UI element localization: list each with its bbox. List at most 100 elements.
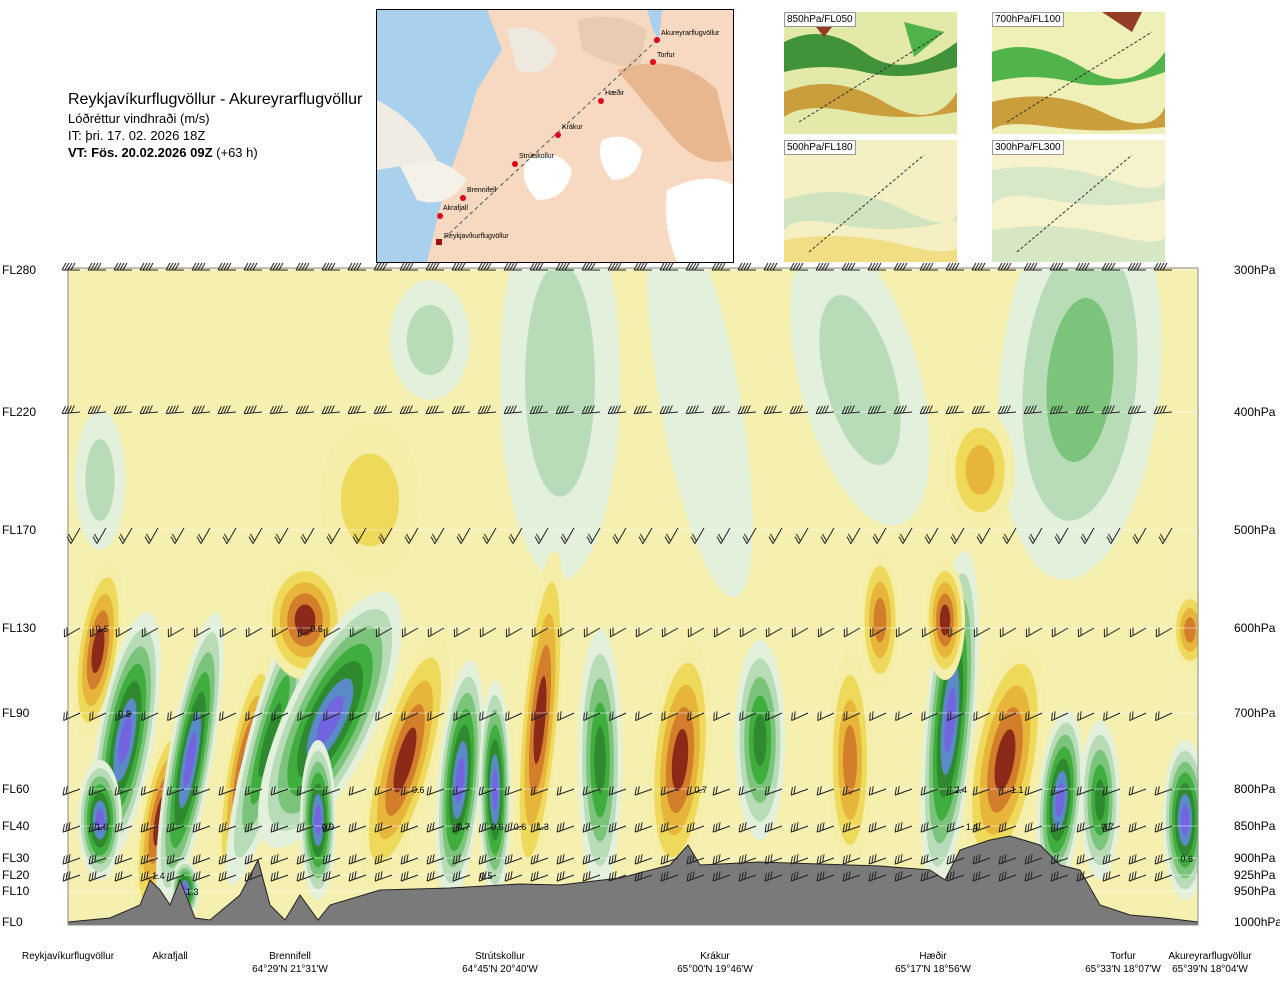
wind-barb	[295, 405, 315, 415]
wind-barb	[322, 822, 341, 833]
wind-barb	[764, 854, 783, 865]
thumbnail-300hpa[interactable]: 300hPa/FL300	[992, 140, 1165, 262]
thumbnail-graphic	[992, 140, 1165, 262]
wind-barb	[634, 854, 653, 865]
route-map-graphic: Akureyrarflugvöllur Torfur Hæðir Krákur …	[377, 10, 733, 262]
wind-barb	[87, 405, 107, 415]
wind-barb	[790, 871, 809, 882]
wind-barb	[869, 627, 887, 638]
map-place: Akureyrarflugvöllur	[661, 30, 720, 37]
fl-tick-label: FL0	[2, 915, 23, 929]
wind-barb	[140, 822, 159, 833]
title-block: Reykjavíkurflugvöllur - Akureyrarflugvöl…	[68, 90, 378, 161]
wind-barb	[997, 262, 1016, 271]
wind-barb	[920, 822, 939, 833]
wind-barb	[349, 627, 367, 638]
wind-barb	[815, 262, 834, 271]
thumbnail-graphic	[784, 12, 957, 134]
wind-barb	[87, 262, 106, 271]
wind-barb	[321, 262, 340, 271]
wind-barb	[531, 627, 549, 638]
wind-barb	[919, 405, 939, 415]
wind-barb	[895, 627, 913, 638]
wind-barb	[1076, 822, 1095, 833]
wind-barb	[297, 627, 315, 638]
wind-barb	[296, 871, 315, 882]
wind-barb	[139, 262, 158, 271]
wind-barb	[374, 822, 393, 833]
wind-barb	[140, 854, 159, 865]
contour-band	[994, 729, 1016, 791]
wind-barb	[1076, 786, 1095, 796]
wind-barb	[1154, 854, 1173, 865]
valid-time: VT: Fös. 20.02.2026 09Z (+63 h)	[68, 145, 258, 160]
wind-barb	[530, 871, 549, 882]
wind-barb	[609, 627, 627, 638]
wind-barb	[426, 786, 445, 796]
wind-barb	[114, 786, 133, 796]
wind-barb	[478, 854, 497, 865]
wind-barb	[1024, 854, 1043, 865]
wind-barb	[219, 711, 237, 722]
wind-barb	[894, 871, 913, 882]
contour-band	[819, 294, 901, 466]
fl-tick-label: FL60	[2, 782, 30, 796]
wind-barb	[1101, 405, 1121, 415]
location-label: Brennifell 64°29'N 21°31'W	[252, 951, 328, 975]
wind-barb	[582, 822, 601, 833]
wind-barb	[62, 822, 81, 833]
wind-barb	[556, 871, 575, 882]
wind-barb	[114, 854, 133, 865]
wind-barb	[508, 527, 523, 544]
wind-barb	[711, 405, 731, 415]
wind-barb	[88, 786, 107, 796]
value-annotation: 1.3	[536, 822, 549, 832]
wind-barb	[635, 711, 653, 722]
wind-barb	[452, 871, 471, 882]
wind-barb	[791, 711, 809, 722]
wind-barb	[946, 871, 965, 882]
wind-barb	[661, 711, 679, 722]
contour-band	[671, 728, 689, 792]
value-annotation: 0.6	[514, 822, 527, 832]
wind-barb	[529, 405, 549, 415]
wind-barb	[895, 711, 913, 722]
wind-barb	[607, 262, 626, 271]
wind-barb	[790, 854, 809, 865]
wind-barb	[323, 711, 341, 722]
wind-barb	[739, 711, 757, 722]
thumbnail-500hpa[interactable]: 500hPa/FL180	[784, 140, 957, 262]
wind-barb	[791, 627, 809, 638]
wind-barb	[348, 854, 367, 865]
wind-barb	[921, 711, 939, 722]
hpa-tick-label: 850hPa	[1234, 819, 1276, 833]
contour-band	[393, 727, 417, 793]
contour-band	[314, 804, 322, 836]
wind-barb	[742, 527, 757, 544]
wind-barb	[609, 711, 627, 722]
wind-barb	[820, 527, 835, 544]
wind-barb	[898, 527, 913, 544]
wind-barb	[193, 627, 211, 638]
wind-barb	[63, 711, 81, 722]
wind-barb	[739, 627, 757, 638]
wind-barb	[1075, 405, 1095, 415]
wind-barb	[816, 786, 835, 796]
value-annotation: 0.8	[118, 709, 131, 719]
wind-barb	[373, 262, 392, 271]
wind-barb	[608, 871, 627, 882]
wind-barb	[92, 527, 107, 544]
wind-barb	[738, 854, 757, 865]
wind-barb	[685, 405, 705, 415]
wind-barb	[300, 527, 315, 544]
wind-barb	[815, 405, 835, 415]
wind-barb	[716, 527, 731, 544]
wind-barb	[687, 627, 705, 638]
thumbnail-850hpa[interactable]: 850hPa/FL050	[784, 12, 957, 134]
wind-barb	[608, 854, 627, 865]
wind-barb	[479, 627, 497, 638]
thumbnail-700hpa[interactable]: 700hPa/FL100	[992, 12, 1165, 134]
wind-barb	[583, 627, 601, 638]
wind-barb	[817, 711, 835, 722]
wind-barb	[453, 711, 471, 722]
